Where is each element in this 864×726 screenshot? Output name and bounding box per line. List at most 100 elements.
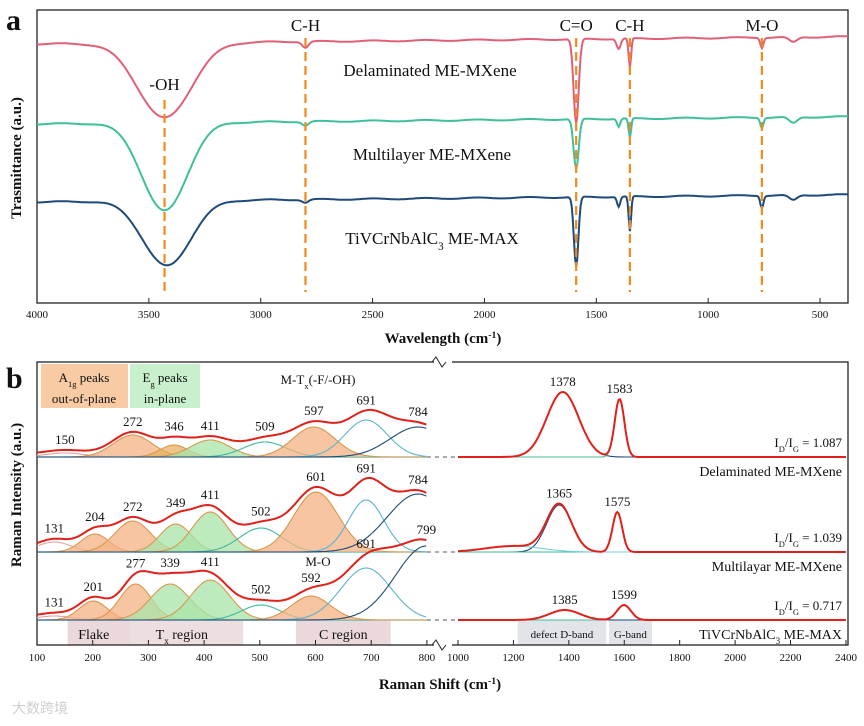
y-axis-label-part: Raman Intensity (a.u.) [9, 423, 25, 567]
mt-annotation: M-Tx(-F/-OH) [281, 372, 356, 391]
fit-component [37, 426, 427, 458]
ftir-line-2 [36, 193, 849, 267]
series-label-part: Delaminated ME-MXene [343, 61, 516, 80]
peak-label-part: 691 [356, 392, 376, 407]
legend-eg-label-part: g [150, 379, 155, 389]
series-label: Multilayer ME-MXene [353, 145, 511, 164]
annotation-label: C-H [291, 16, 320, 35]
x-tick-label: 1000 [697, 309, 720, 321]
peak-label-part: 349 [166, 495, 186, 510]
annotation-label: C=O [560, 16, 593, 35]
x-axis-label-part: ) [496, 331, 501, 347]
x-tick-label-part: 1400 [558, 652, 581, 664]
region-label-d-part: defect D-band [531, 629, 594, 641]
id-ig-ratio-part: = 1.087 [799, 435, 843, 450]
id-ig-ratio-part: I [774, 435, 778, 450]
x-tick-label-part: 2200 [780, 652, 803, 664]
peak-label: 272 [123, 414, 143, 429]
region-label-tx-part: region [169, 628, 208, 643]
x-tick-label-part: 100 [29, 652, 46, 664]
x-tick-label-part: 600 [307, 652, 324, 664]
series-label-part: ME-MAX [780, 628, 842, 643]
x-tick-label: 3500 [138, 309, 161, 321]
x-tick-label-part: 1200 [502, 652, 525, 664]
peak-label: 502 [251, 503, 271, 518]
x-tick-label-part: 2000 [473, 309, 496, 321]
series-label: TiVCrNbAlC3 ME-MAX [345, 229, 519, 253]
x-tick-label-part: 200 [84, 652, 101, 664]
peak-label: 131 [45, 521, 65, 536]
x-tick-label: 700 [363, 652, 380, 664]
peak-label: 509 [255, 419, 275, 434]
legend-eg-label-part: peaks [155, 370, 188, 385]
id-ig-ratio: ID/IG = 1.087 [774, 435, 842, 454]
x-tick-label-part: 2500 [362, 309, 385, 321]
series-label: TiVCrNbAlC3 ME-MAX [699, 628, 842, 646]
panel-a-ftir: 4000 3500 3000 2500 2000 1500 1000 500 -OH C-H C=O… [6, 4, 849, 347]
series-label-part: Multilayar ME-MXene [712, 560, 842, 575]
x-tick-label-part: 1000 [447, 652, 470, 664]
peak-label-part: 131 [45, 595, 65, 610]
peak-label: 411 [201, 554, 220, 569]
peak-label: 277 [126, 555, 146, 570]
x-tick-label: 1500 [585, 309, 608, 321]
peak-label-part: 784 [408, 404, 428, 419]
peak-label-part: 592 [301, 570, 321, 585]
x-tick-label: 200 [84, 652, 101, 664]
region-flake [67, 620, 131, 645]
id-ig-ratio-part: I [774, 598, 778, 613]
watermark-logo: 大数跨境 [12, 701, 68, 717]
region-label-g-part: G-band [614, 629, 647, 641]
peak-label-part: 502 [251, 582, 271, 597]
legend-a1g-label: A1g peaks [59, 370, 110, 389]
x-axis-label: Raman Shift (cm-1) [379, 676, 501, 694]
y-axis-label: Raman Intensity (a.u.) [9, 423, 25, 567]
fit-envelope-right [457, 502, 846, 553]
region-label-g: G-band [614, 629, 647, 641]
legend-a1g-sublabel: out-of-plane [52, 391, 116, 406]
peak-label: 1385 [552, 592, 578, 607]
x-tick-label-part: 2000 [724, 652, 747, 664]
series-label: Delaminated ME-MXene [699, 465, 842, 480]
axis-break-top [431, 356, 447, 368]
peak-label-part: 691 [356, 536, 376, 551]
id-ig-ratio-part: D [779, 444, 785, 454]
x-axis-label-part: Wavelength (cm [385, 331, 489, 347]
id-ig-ratio-part: I [774, 530, 778, 545]
ftir-line-1 [36, 115, 849, 212]
watermark-logo-part: 大数跨境 [12, 701, 68, 717]
peak-label-part: 691 [356, 460, 376, 475]
y-axis-label: Trasmittance (a.u.) [9, 97, 25, 219]
panel-b-raman: Flake Tx region C region defect D-band G-ban… [6, 356, 857, 717]
peak-label-part: 339 [160, 555, 180, 570]
legend-a1g-label-part: peaks [76, 370, 109, 385]
series-label-part: TiVCrNbAlC [345, 229, 438, 248]
x-tick-label: 500 [812, 309, 829, 321]
series-label-part: 3 [776, 636, 781, 646]
component-fill [37, 512, 427, 552]
legend-a1g-label-part: A [59, 370, 69, 385]
x-tick-label: 2000 [473, 309, 496, 321]
component-fill [37, 492, 427, 552]
peak-label-part: 1583 [607, 381, 633, 396]
id-ig-ratio-part: G [793, 539, 799, 549]
x-axis-label-part: -1 [488, 330, 496, 341]
component-fill [37, 596, 427, 620]
peak-label-part: 1378 [550, 374, 576, 389]
annotation-label-part: C-H [291, 16, 320, 35]
fit-envelope-right [458, 390, 846, 458]
mo-annotation-part: M-O [305, 554, 330, 569]
peak-label: 411 [201, 418, 220, 433]
series-label-part: ME-MAX [444, 229, 519, 248]
peak-label-part: 1385 [552, 592, 578, 607]
fit-envelope-left [36, 476, 427, 545]
component-fill [37, 534, 427, 552]
x-tick-label-part: 1800 [669, 652, 692, 664]
annotation-label-part: C-H [615, 16, 644, 35]
peak-label-part: 150 [55, 432, 75, 447]
x-tick-label: 500 [252, 652, 269, 664]
peak-label: 597 [304, 403, 324, 418]
x-tick-label-part: 3500 [138, 309, 161, 321]
fit-envelope-right [458, 603, 846, 621]
